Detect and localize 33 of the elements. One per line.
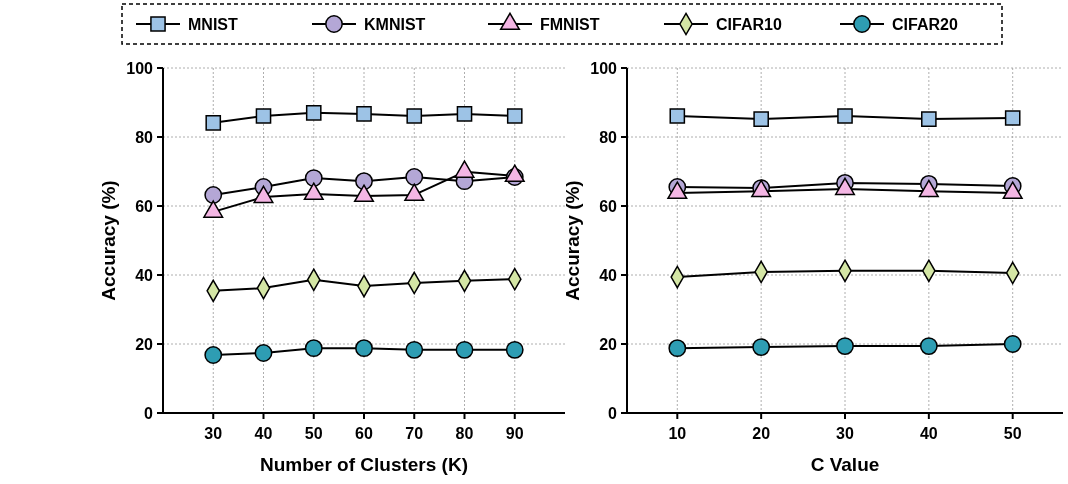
- y-tick-label: 100: [590, 59, 618, 77]
- x-tick-label: 50: [304, 425, 323, 442]
- legend-label: FMNIST: [540, 15, 600, 33]
- x-tick-label: 10: [668, 425, 687, 442]
- x-axis-title: C Value: [810, 454, 880, 475]
- x-tick-label: 30: [836, 425, 854, 442]
- legend-label: CIFAR10: [716, 15, 782, 33]
- y-tick-label: 100: [126, 59, 154, 77]
- y-tick-label: 80: [599, 128, 618, 146]
- legend-label: MNIST: [188, 15, 238, 33]
- y-tick-label: 40: [599, 266, 618, 284]
- y-tick-label: 40: [135, 266, 154, 284]
- x-tick-label: 60: [355, 425, 373, 442]
- x-tick-label: 70: [405, 425, 424, 442]
- x-tick-label: 30: [204, 425, 223, 442]
- legend-label: CIFAR20: [892, 15, 958, 33]
- x-axis-title: Number of Clusters (K): [260, 454, 468, 475]
- x-tick-label: 40: [919, 425, 938, 442]
- x-tick-label: 80: [455, 425, 474, 442]
- x-tick-label: 50: [1003, 425, 1022, 442]
- y-axis-title: Accuracy (%): [98, 180, 119, 301]
- x-tick-label: 40: [254, 425, 273, 442]
- y-tick-label: 0: [144, 404, 154, 422]
- legend-label: KMNIST: [364, 15, 426, 33]
- y-axis-title: Accuracy (%): [562, 180, 583, 301]
- y-tick-label: 0: [608, 404, 618, 422]
- y-tick-label: 20: [599, 335, 618, 353]
- y-tick-label: 60: [135, 197, 154, 215]
- x-tick-label: 90: [505, 425, 524, 442]
- y-tick-label: 60: [599, 197, 618, 215]
- x-tick-label: 20: [752, 425, 771, 442]
- y-tick-label: 20: [135, 335, 154, 353]
- y-tick-label: 80: [135, 128, 154, 146]
